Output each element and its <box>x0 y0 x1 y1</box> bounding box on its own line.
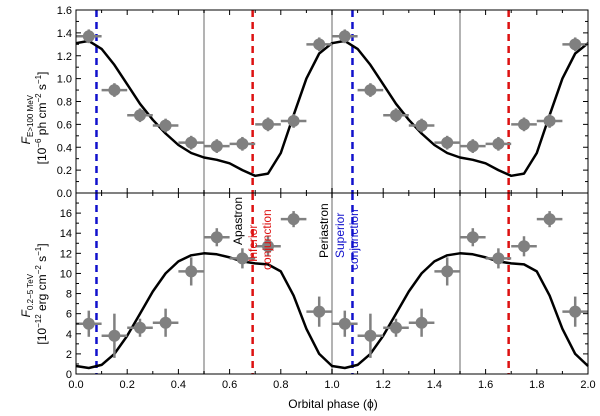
top-data-point-12 <box>390 109 402 122</box>
bottom-ticks: 0 2 4 6 8 10 12 14 16 0.0 0.2 0.4 0.6 0.8 1.0 1.2 1.4 1.6… <box>60 193 596 391</box>
bottom-ytick-label-1: 2 <box>66 349 72 361</box>
bottom-data-point-9 <box>313 305 326 318</box>
bottom-data-point-13 <box>415 316 428 329</box>
bottom-ytick-label-2: 4 <box>66 329 72 341</box>
xtick-label-8: 1.6 <box>478 379 493 391</box>
top-ytick-label-0: 0.0 <box>57 188 72 200</box>
bottom-ytick-label-4: 8 <box>66 289 72 301</box>
top-data-point-11 <box>364 84 377 97</box>
superior-conjunction-label-1: Superior <box>333 213 347 258</box>
bottom-data-point-11 <box>364 329 377 342</box>
top-data-point-6 <box>236 137 249 150</box>
bottom-data-point-16 <box>492 252 505 265</box>
xtick-label-5: 1.0 <box>324 379 339 391</box>
top-data-point-17 <box>518 118 530 131</box>
xtick-label-3: 0.6 <box>222 379 237 391</box>
top-ytick-label-1: 0.2 <box>57 165 72 177</box>
xtick-label-6: 1.2 <box>376 379 391 391</box>
top-data-point-7 <box>262 118 274 131</box>
bottom-data-point-14 <box>441 265 454 278</box>
top-data-point-15 <box>466 140 479 153</box>
bottom-y-axis-title: F0.2−5 TeV [10−12 erg cm−2 s−1] <box>19 243 49 344</box>
superior-conjunction-label-2: conjunction <box>347 209 361 270</box>
bottom-data-point-15 <box>466 231 479 244</box>
xtick-label-1: 0.2 <box>120 379 135 391</box>
top-ytick-label-8: 1.6 <box>57 5 72 17</box>
xtick-label-2: 0.4 <box>171 379 186 391</box>
top-data-point-16 <box>492 137 505 150</box>
bottom-data-point-19 <box>569 305 582 318</box>
annotations: Apastron Inferior conjunction Periastron… <box>231 197 361 270</box>
bottom-ytick-label-3: 6 <box>66 309 72 321</box>
bottom-data-point-4 <box>185 265 198 278</box>
bottom-data-point-0 <box>82 317 95 330</box>
bottom-ytick-label-5: 10 <box>60 268 72 280</box>
bottom-data-point-5 <box>210 231 223 244</box>
top-data-point-19 <box>569 38 582 51</box>
top-data-point-1 <box>108 84 121 97</box>
bottom-data-point-7 <box>262 240 274 253</box>
top-ytick-label-6: 1.2 <box>57 51 72 63</box>
bottom-data-point-1 <box>108 329 121 342</box>
top-ticks: 0.0 0.2 0.4 0.6 0.8 1.0 1.2 1.4 1.6 <box>57 5 589 200</box>
bottom-ytick-label-0: 0 <box>66 369 72 381</box>
top-vertical-lines <box>95 10 510 193</box>
top-ytick-label-2: 0.4 <box>57 142 72 154</box>
bottom-vertical-lines <box>95 193 510 374</box>
top-data-point-0 <box>82 30 95 43</box>
bottom-ytick-label-7: 14 <box>60 228 72 240</box>
xtick-label-9: 1.8 <box>529 379 544 391</box>
bottom-data-point-18 <box>543 213 556 226</box>
top-data-point-3 <box>159 119 172 132</box>
apastron-label: Apastron <box>231 197 245 245</box>
x-axis-title: Orbital phase (ϕ) <box>288 397 377 411</box>
bottom-data-points <box>76 211 588 358</box>
periastron-label: Periastron <box>317 203 331 258</box>
bottom-data-point-17 <box>518 240 530 253</box>
top-data-point-8 <box>287 114 300 127</box>
bottom-data-point-10 <box>338 317 351 330</box>
top-data-point-13 <box>415 119 428 132</box>
top-ytick-label-5: 1.0 <box>57 74 72 86</box>
panel-bottom: 0 2 4 6 8 10 12 14 16 0.0 0.2 0.4 0.6 0.8 1.0 1.2 1.4 1.6… <box>19 192 596 411</box>
bottom-data-point-12 <box>390 321 402 334</box>
xtick-label-7: 1.4 <box>427 379 442 391</box>
top-data-point-9 <box>313 38 326 51</box>
inferior-conjunction-label-2: conjunction <box>260 209 274 270</box>
xtick-label-0: 0.0 <box>68 379 83 391</box>
top-y-axis-title: FE>100 MeV [10−6 ph cm−2 s−1] <box>19 72 49 165</box>
bottom-data-point-6 <box>236 252 249 265</box>
top-data-point-10 <box>338 30 351 43</box>
top-ytick-label-4: 0.8 <box>57 97 72 109</box>
xtick-label-10: 2.0 <box>580 379 595 391</box>
inferior-conjunction-label-1: Inferior <box>246 225 260 262</box>
bottom-data-point-3 <box>159 316 172 329</box>
top-data-point-14 <box>441 136 454 149</box>
top-data-point-4 <box>185 136 198 149</box>
top-ytick-label-7: 1.4 <box>57 28 72 40</box>
panel-top: 0.0 0.2 0.4 0.6 0.8 1.0 1.2 1.4 1.6 FE>100 MeV [… <box>19 5 589 200</box>
bottom-data-point-2 <box>134 321 146 334</box>
top-data-point-18 <box>543 114 556 127</box>
xtick-label-4: 0.8 <box>273 379 288 391</box>
bottom-ytick-label-8: 16 <box>60 208 72 220</box>
top-data-point-2 <box>134 109 146 122</box>
bottom-data-point-8 <box>287 213 300 226</box>
top-data-point-5 <box>210 140 223 153</box>
top-ytick-label-3: 0.6 <box>57 119 72 131</box>
top-data-points <box>76 29 588 153</box>
bottom-ytick-label-6: 12 <box>60 248 72 260</box>
